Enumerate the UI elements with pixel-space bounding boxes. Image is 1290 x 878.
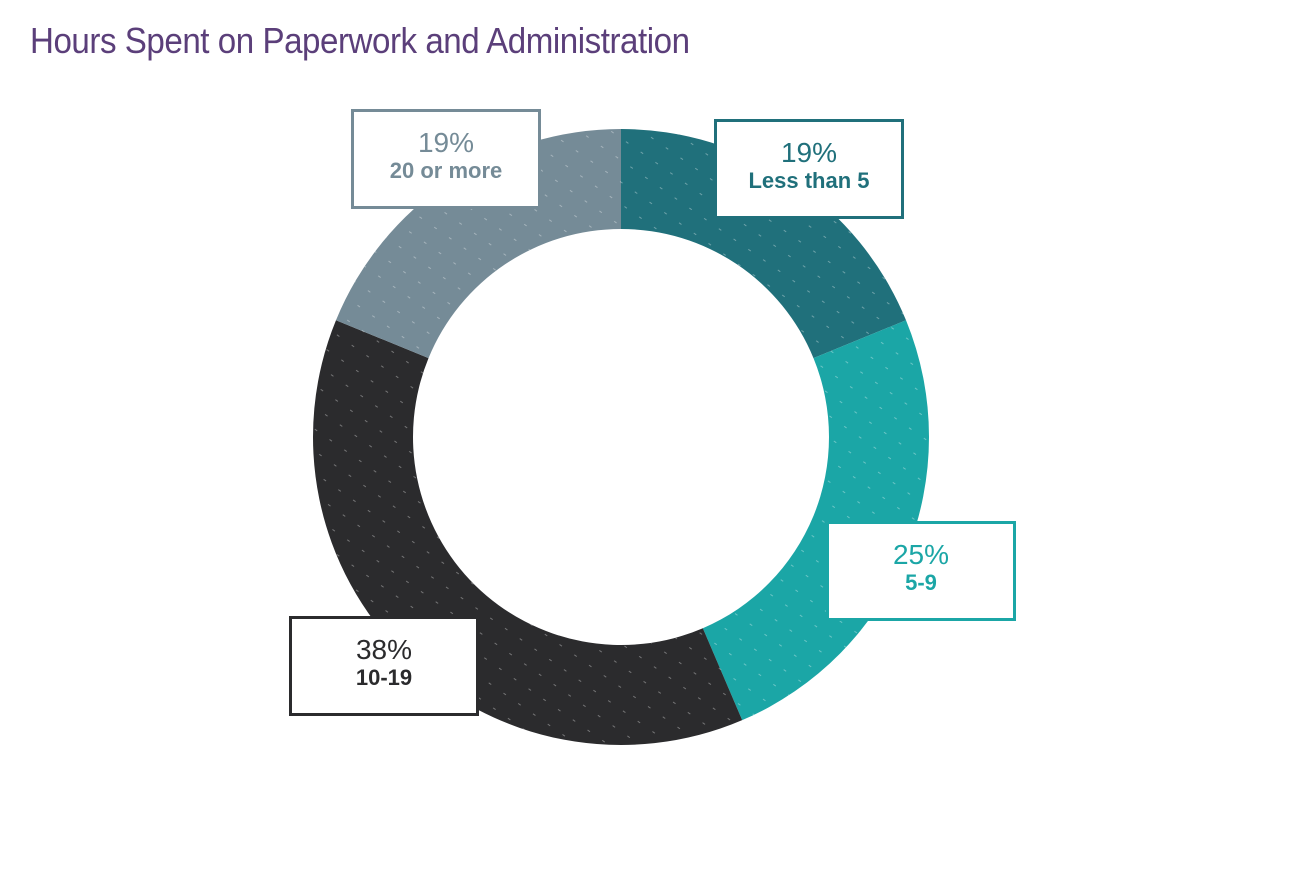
slice-texture: [335, 129, 621, 359]
slices-group: [313, 129, 929, 745]
slice-category: 5-9: [905, 570, 937, 595]
slice-category: Less than 5: [748, 168, 870, 193]
slice-percent: 19%: [417, 127, 475, 158]
chart-title: Hours Spent on Paperwork and Administrat…: [30, 20, 690, 61]
label-less-than-5: 19% Less than 5: [714, 119, 904, 219]
label-20-or-more: 19% 20 or more: [351, 109, 541, 209]
label-10-19: 38% 10-19: [289, 616, 479, 716]
slice-percent: 38%: [355, 634, 413, 665]
slice-percent: 25%: [892, 539, 950, 570]
label-5-9: 25% 5-9: [826, 521, 1016, 621]
slice-texture: [702, 320, 929, 721]
slice-category: 20 or more: [389, 158, 503, 183]
slice-category: 10-19: [355, 665, 413, 690]
slice-texture: [621, 129, 907, 359]
slice-percent: 19%: [780, 137, 838, 168]
